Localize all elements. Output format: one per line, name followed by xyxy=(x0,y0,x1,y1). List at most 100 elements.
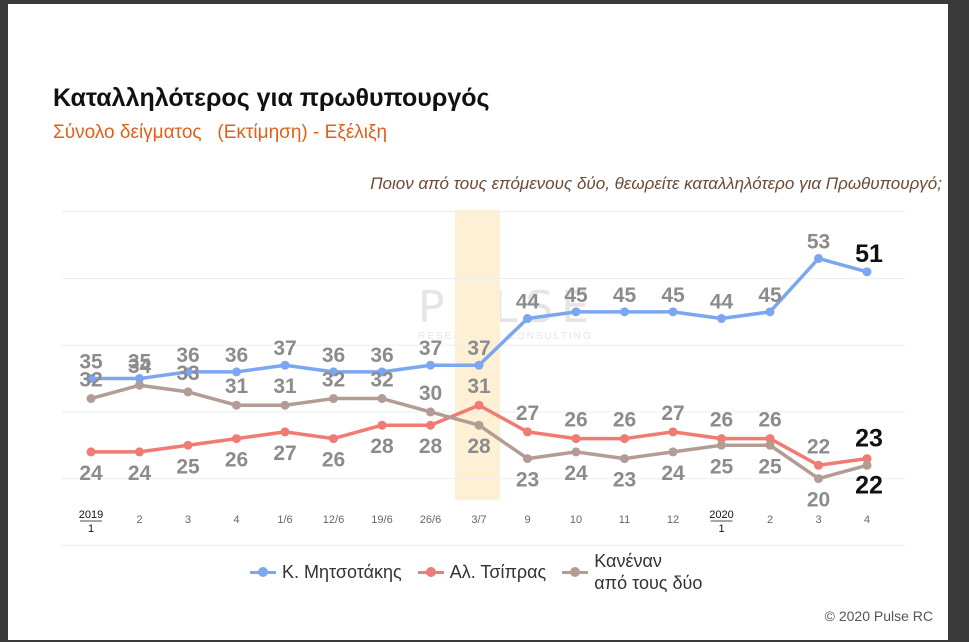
data-label-mitsotakis: 35 xyxy=(128,351,152,374)
data-label-none: 31 xyxy=(225,375,249,398)
data-point-mitsotakis xyxy=(814,253,823,263)
x-tick-label: 10 xyxy=(570,514,582,526)
data-label-tsipras: 25 xyxy=(176,455,200,478)
data-label-none: 32 xyxy=(322,369,345,392)
legend-item-tsipras: Αλ. Τσίπρας xyxy=(417,561,547,583)
legend-label-none-line2: από τους δύο xyxy=(594,573,703,593)
data-label-none: 33 xyxy=(176,362,199,385)
x-tick-label: 1/6 xyxy=(277,514,292,526)
data-label-none: 32 xyxy=(79,369,102,392)
data-point-tsipras xyxy=(523,427,532,437)
chart-legend: Κ. Μητσοτάκης Αλ. Τσίπρας Κανέναν από το… xyxy=(250,550,702,594)
data-label-tsipras: 26 xyxy=(564,409,587,432)
x-tick-label: 12/6 xyxy=(323,514,344,526)
data-label-mitsotakis: 45 xyxy=(758,284,782,307)
data-point-tsipras xyxy=(232,434,241,444)
x-tick-label: 3/7 xyxy=(471,514,486,526)
data-label-none: 31 xyxy=(273,375,297,398)
data-label-tsipras: 26 xyxy=(225,449,248,472)
data-point-mitsotakis xyxy=(377,367,387,377)
data-label-none: 25 xyxy=(710,455,734,478)
data-point-none xyxy=(474,420,484,430)
data-point-mitsotakis xyxy=(135,374,144,384)
data-point-none xyxy=(183,387,193,397)
data-point-none xyxy=(426,407,435,417)
data-point-none xyxy=(717,440,726,450)
copyright-text: © 2020 Pulse RC xyxy=(824,608,933,624)
data-point-none xyxy=(571,447,581,457)
data-label-mitsotakis: 36 xyxy=(370,344,393,367)
data-point-tsipras xyxy=(183,440,193,450)
data-label-mitsotakis: 44 xyxy=(516,291,540,314)
data-point-none xyxy=(280,400,290,410)
data-label-mitsotakis: 36 xyxy=(176,344,199,367)
data-point-mitsotakis xyxy=(426,360,435,370)
legend-label-tsipras: Αλ. Τσίπρας xyxy=(449,561,547,582)
data-label-tsipras: 23 xyxy=(855,425,883,453)
data-label-tsipras: 27 xyxy=(516,402,539,425)
data-point-tsipras xyxy=(377,420,387,430)
data-point-none xyxy=(377,394,387,404)
data-point-none xyxy=(329,394,338,404)
data-point-none xyxy=(765,440,775,450)
data-label-tsipras: 27 xyxy=(273,442,296,465)
data-point-tsipras xyxy=(86,447,96,457)
data-point-mitsotakis xyxy=(232,367,241,377)
legend-item-mitsotakis: Κ. Μητσοτάκης xyxy=(250,562,402,583)
data-point-none xyxy=(135,380,144,390)
data-point-tsipras xyxy=(474,400,484,410)
data-point-mitsotakis xyxy=(571,307,581,317)
data-label-tsipras: 27 xyxy=(661,402,684,425)
data-point-mitsotakis xyxy=(717,314,726,324)
legend-item-none: Κανέναν από τους δύο xyxy=(562,550,702,594)
data-point-tsipras xyxy=(329,434,338,444)
x-tick-label: 11 xyxy=(619,514,630,526)
data-point-mitsotakis xyxy=(280,360,290,370)
legend-label-none-line1: Κανέναν xyxy=(594,551,662,571)
data-point-mitsotakis xyxy=(862,267,872,277)
data-point-none xyxy=(232,400,241,410)
data-point-tsipras xyxy=(814,460,823,470)
data-label-tsipras: 28 xyxy=(370,435,394,458)
data-point-tsipras xyxy=(135,447,144,457)
data-label-none: 25 xyxy=(758,455,782,478)
data-label-none: 32 xyxy=(370,369,393,392)
data-label-mitsotakis: 36 xyxy=(322,344,345,367)
data-point-none xyxy=(668,447,678,457)
data-label-none: 22 xyxy=(855,471,883,499)
data-label-mitsotakis: 37 xyxy=(273,337,296,360)
data-label-tsipras: 26 xyxy=(613,409,636,432)
data-point-tsipras xyxy=(571,434,581,444)
legend-swatch-red xyxy=(417,567,444,577)
legend-label-mitsotakis: Κ. Μητσοτάκης xyxy=(282,561,402,582)
x-tick-label: 2 xyxy=(136,514,142,526)
x-tick-label: 4 xyxy=(233,514,239,526)
data-point-mitsotakis xyxy=(668,307,678,317)
x-tick-label: 26/6 xyxy=(420,514,441,526)
data-label-none: 20 xyxy=(807,489,830,512)
year-label: 2019 xyxy=(79,509,103,521)
x-tick-label: 3 xyxy=(815,514,821,526)
data-label-mitsotakis: 53 xyxy=(807,230,830,253)
data-point-mitsotakis xyxy=(474,360,484,370)
data-label-mitsotakis: 44 xyxy=(710,291,734,314)
data-label-none: 24 xyxy=(661,462,685,485)
data-label-tsipras: 26 xyxy=(710,409,733,432)
data-label-tsipras: 31 xyxy=(467,375,491,398)
data-label-mitsotakis: 37 xyxy=(467,337,490,360)
x-tick-label: 3 xyxy=(185,514,191,526)
data-point-tsipras xyxy=(668,427,678,437)
data-label-mitsotakis: 36 xyxy=(225,344,248,367)
data-label-none: 23 xyxy=(516,469,539,492)
legend-swatch-brown xyxy=(562,567,589,577)
data-label-mitsotakis: 45 xyxy=(613,284,637,307)
data-point-tsipras xyxy=(426,420,435,430)
year-label: 2020 xyxy=(709,509,733,521)
x-tick-label: 9 xyxy=(524,514,530,526)
data-label-tsipras: 22 xyxy=(807,435,830,458)
data-point-mitsotakis xyxy=(523,314,532,324)
data-point-mitsotakis xyxy=(620,307,629,317)
data-label-none: 24 xyxy=(564,462,588,485)
data-label-mitsotakis: 45 xyxy=(564,284,588,307)
